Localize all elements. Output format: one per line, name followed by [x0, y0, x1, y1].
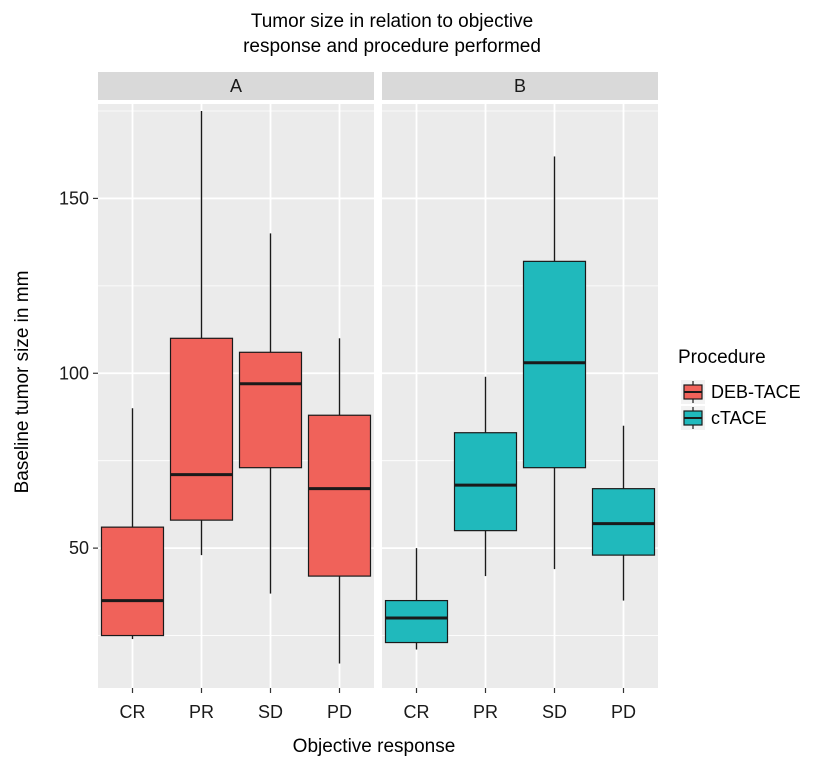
x-tick-label: CR — [404, 702, 430, 722]
facet-strip-label: A — [230, 76, 242, 96]
box-iqr — [591, 488, 656, 556]
x-tick-label: PR — [473, 702, 498, 722]
facet-panels: A CR PR SD PD B CR PR SD PD 50 100 150 — [59, 72, 658, 722]
box-iqr — [307, 414, 372, 577]
boxplot-a-sd — [238, 233, 303, 594]
box-iqr — [100, 526, 165, 637]
facet-strip — [382, 72, 658, 100]
facet-strip-label: B — [514, 76, 526, 96]
y-axis-title: Baseline tumor size in mm — [12, 271, 33, 494]
boxplot-a-cr — [100, 408, 165, 640]
box-iqr — [384, 599, 449, 644]
facet-strip — [98, 72, 374, 100]
legend-item: DEB-TACE — [681, 380, 801, 404]
box-iqr — [453, 432, 518, 532]
boxplot-a-pd — [307, 338, 372, 664]
box-iqr — [522, 260, 587, 469]
box-iqr — [169, 337, 234, 521]
x-tick-label: PR — [189, 702, 214, 722]
x-tick-label: PD — [611, 702, 636, 722]
y-tick-label: 50 — [69, 538, 89, 558]
legend-title: Procedure — [678, 347, 766, 368]
boxplot-b-pr — [453, 376, 518, 577]
boxplot-b-sd — [522, 156, 587, 570]
boxplot-a-pr — [169, 110, 234, 556]
legend: Procedure DEB-TACE cTACE — [678, 347, 801, 430]
x-tick-label: SD — [542, 702, 567, 722]
box-iqr — [238, 351, 303, 469]
y-tick-label: 150 — [59, 188, 89, 208]
chart-title-line-2: response and procedure performed — [243, 36, 541, 57]
x-tick-label: SD — [258, 702, 283, 722]
legend-item: cTACE — [681, 406, 767, 430]
legend-item-label: cTACE — [711, 408, 767, 428]
boxplot-b-cr — [384, 548, 449, 650]
y-tick-label: 100 — [59, 363, 89, 383]
boxplot-b-pd — [591, 425, 656, 601]
x-tick-label: CR — [120, 702, 146, 722]
legend-item-label: DEB-TACE — [711, 382, 801, 402]
chart-title-line-1: Tumor size in relation to objective — [251, 11, 533, 32]
x-tick-label: PD — [327, 702, 352, 722]
panel-background — [382, 104, 658, 688]
x-axis-title: Objective response — [293, 736, 456, 757]
